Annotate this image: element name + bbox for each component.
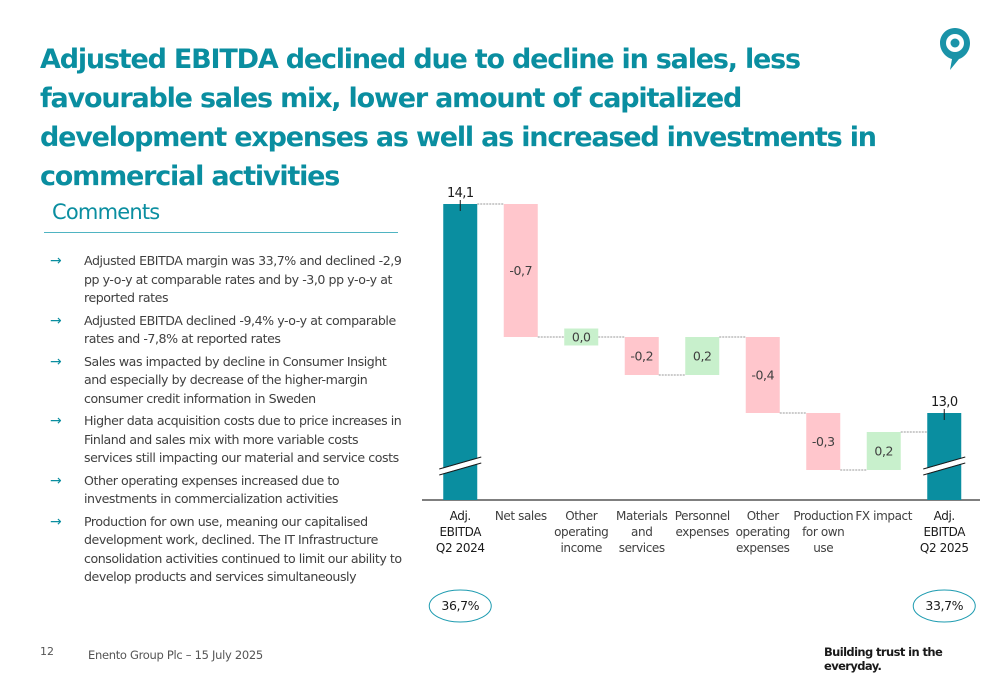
category-label: EBITDA	[923, 525, 966, 539]
comment-text: Higher data acquisition costs due to pri…	[84, 413, 402, 465]
decrease-bar	[806, 413, 841, 470]
arrow-right-icon: →	[50, 513, 62, 530]
comment-item: → Higher data acquisition costs due to pr…	[44, 412, 404, 468]
category-label: Adj.	[934, 509, 955, 523]
page-number: 12	[40, 645, 54, 658]
comment-text: Other operating expenses increased due t…	[84, 472, 340, 507]
footer-tagline: Building trust in the everyday.	[824, 645, 943, 673]
axis-break-mark	[923, 456, 966, 470]
footer-company-date: Enento Group Plc – 15 July 2025	[88, 648, 263, 662]
comments-heading: Comments	[52, 200, 160, 224]
category-label: Personnel	[675, 509, 730, 523]
category-label: income	[560, 541, 602, 555]
axis-break-mark	[439, 456, 482, 470]
axis-break-mark	[923, 462, 966, 476]
category-label: Other	[747, 509, 780, 523]
arrow-right-icon: →	[50, 413, 62, 429]
category-label: EBITDA	[439, 525, 482, 539]
arrow-right-icon: →	[50, 312, 62, 329]
category-label: operating	[554, 525, 608, 539]
comments-divider	[44, 232, 398, 233]
location-pin-icon	[940, 28, 970, 70]
total-bar	[443, 204, 478, 500]
total-value-label: 14,1	[447, 186, 474, 201]
arrow-right-icon: →	[50, 253, 62, 269]
axis-break-gap	[922, 457, 966, 475]
delta-value-label: 0,0	[572, 330, 591, 345]
increase-bar	[685, 337, 720, 375]
margin-label: 33,7%	[925, 598, 963, 613]
arrow-right-icon: →	[50, 472, 62, 489]
decrease-bar	[503, 204, 538, 337]
total-bar	[927, 413, 962, 500]
category-label: operating	[736, 525, 790, 539]
delta-value-label: -0,7	[509, 263, 532, 278]
margin-ellipse	[912, 589, 976, 623]
comment-text: Production for own use, meaning our capi…	[84, 513, 402, 585]
decrease-bar	[745, 337, 780, 413]
comments-list: → Adjusted EBITDA margin was 33,7% and de…	[44, 252, 404, 591]
margin-label: 36,7%	[441, 598, 479, 613]
category-label: Adj.	[450, 509, 471, 523]
comment-item: → Sales was impacted by decline in Consum…	[44, 353, 404, 409]
comment-text: Adjusted EBITDA margin was 33,7% and dec…	[84, 253, 402, 305]
delta-value-label: 0,2	[874, 444, 893, 459]
comment-item: → Other operating expenses increased due …	[44, 472, 404, 509]
decrease-bar	[624, 337, 659, 375]
category-label: expenses	[736, 541, 790, 555]
category-label: Net sales	[495, 509, 547, 523]
category-label: Q2 2025	[920, 541, 969, 555]
comment-item: → Adjusted EBITDA margin was 33,7% and de…	[44, 252, 404, 308]
category-label: Other	[565, 509, 598, 523]
arrow-right-icon: →	[50, 353, 62, 370]
delta-value-label: -0,3	[812, 434, 835, 449]
ebitda-waterfall-chart: 14,1 Adj. EBITDA Q2 2024 -0,7 Net sales 0,0 Oth…	[422, 186, 980, 623]
increase-bar	[866, 432, 901, 470]
comment-item: → Adjusted EBITDA declined -9,4% y-o-y at…	[44, 312, 404, 349]
category-label: for own	[802, 525, 844, 539]
comment-text: Adjusted EBITDA declined -9,4% y-o-y at …	[84, 312, 396, 347]
comment-text: Sales was impacted by decline in Consume…	[84, 353, 387, 406]
category-label: expenses	[675, 525, 729, 539]
category-label: services	[619, 541, 665, 555]
comment-item: → Production for own use, meaning our cap…	[44, 513, 404, 587]
category-label: Materials	[616, 509, 668, 523]
delta-value-label: 0,2	[693, 349, 712, 364]
category-label: Q2 2024	[436, 541, 485, 555]
increase-bar	[564, 328, 599, 346]
delta-value-label: -0,4	[751, 368, 774, 383]
category-label: Production	[793, 509, 853, 523]
margin-ellipse	[428, 589, 492, 623]
axis-break-gap	[438, 457, 482, 475]
category-label: FX impact	[855, 509, 912, 523]
slide-title: Adjusted EBITDA declined due to decline …	[40, 44, 877, 192]
category-label: use	[813, 541, 833, 555]
delta-value-label: -0,2	[630, 349, 653, 364]
category-label: and	[631, 525, 652, 539]
axis-break-mark	[439, 462, 482, 476]
total-value-label: 13,0	[931, 395, 958, 410]
